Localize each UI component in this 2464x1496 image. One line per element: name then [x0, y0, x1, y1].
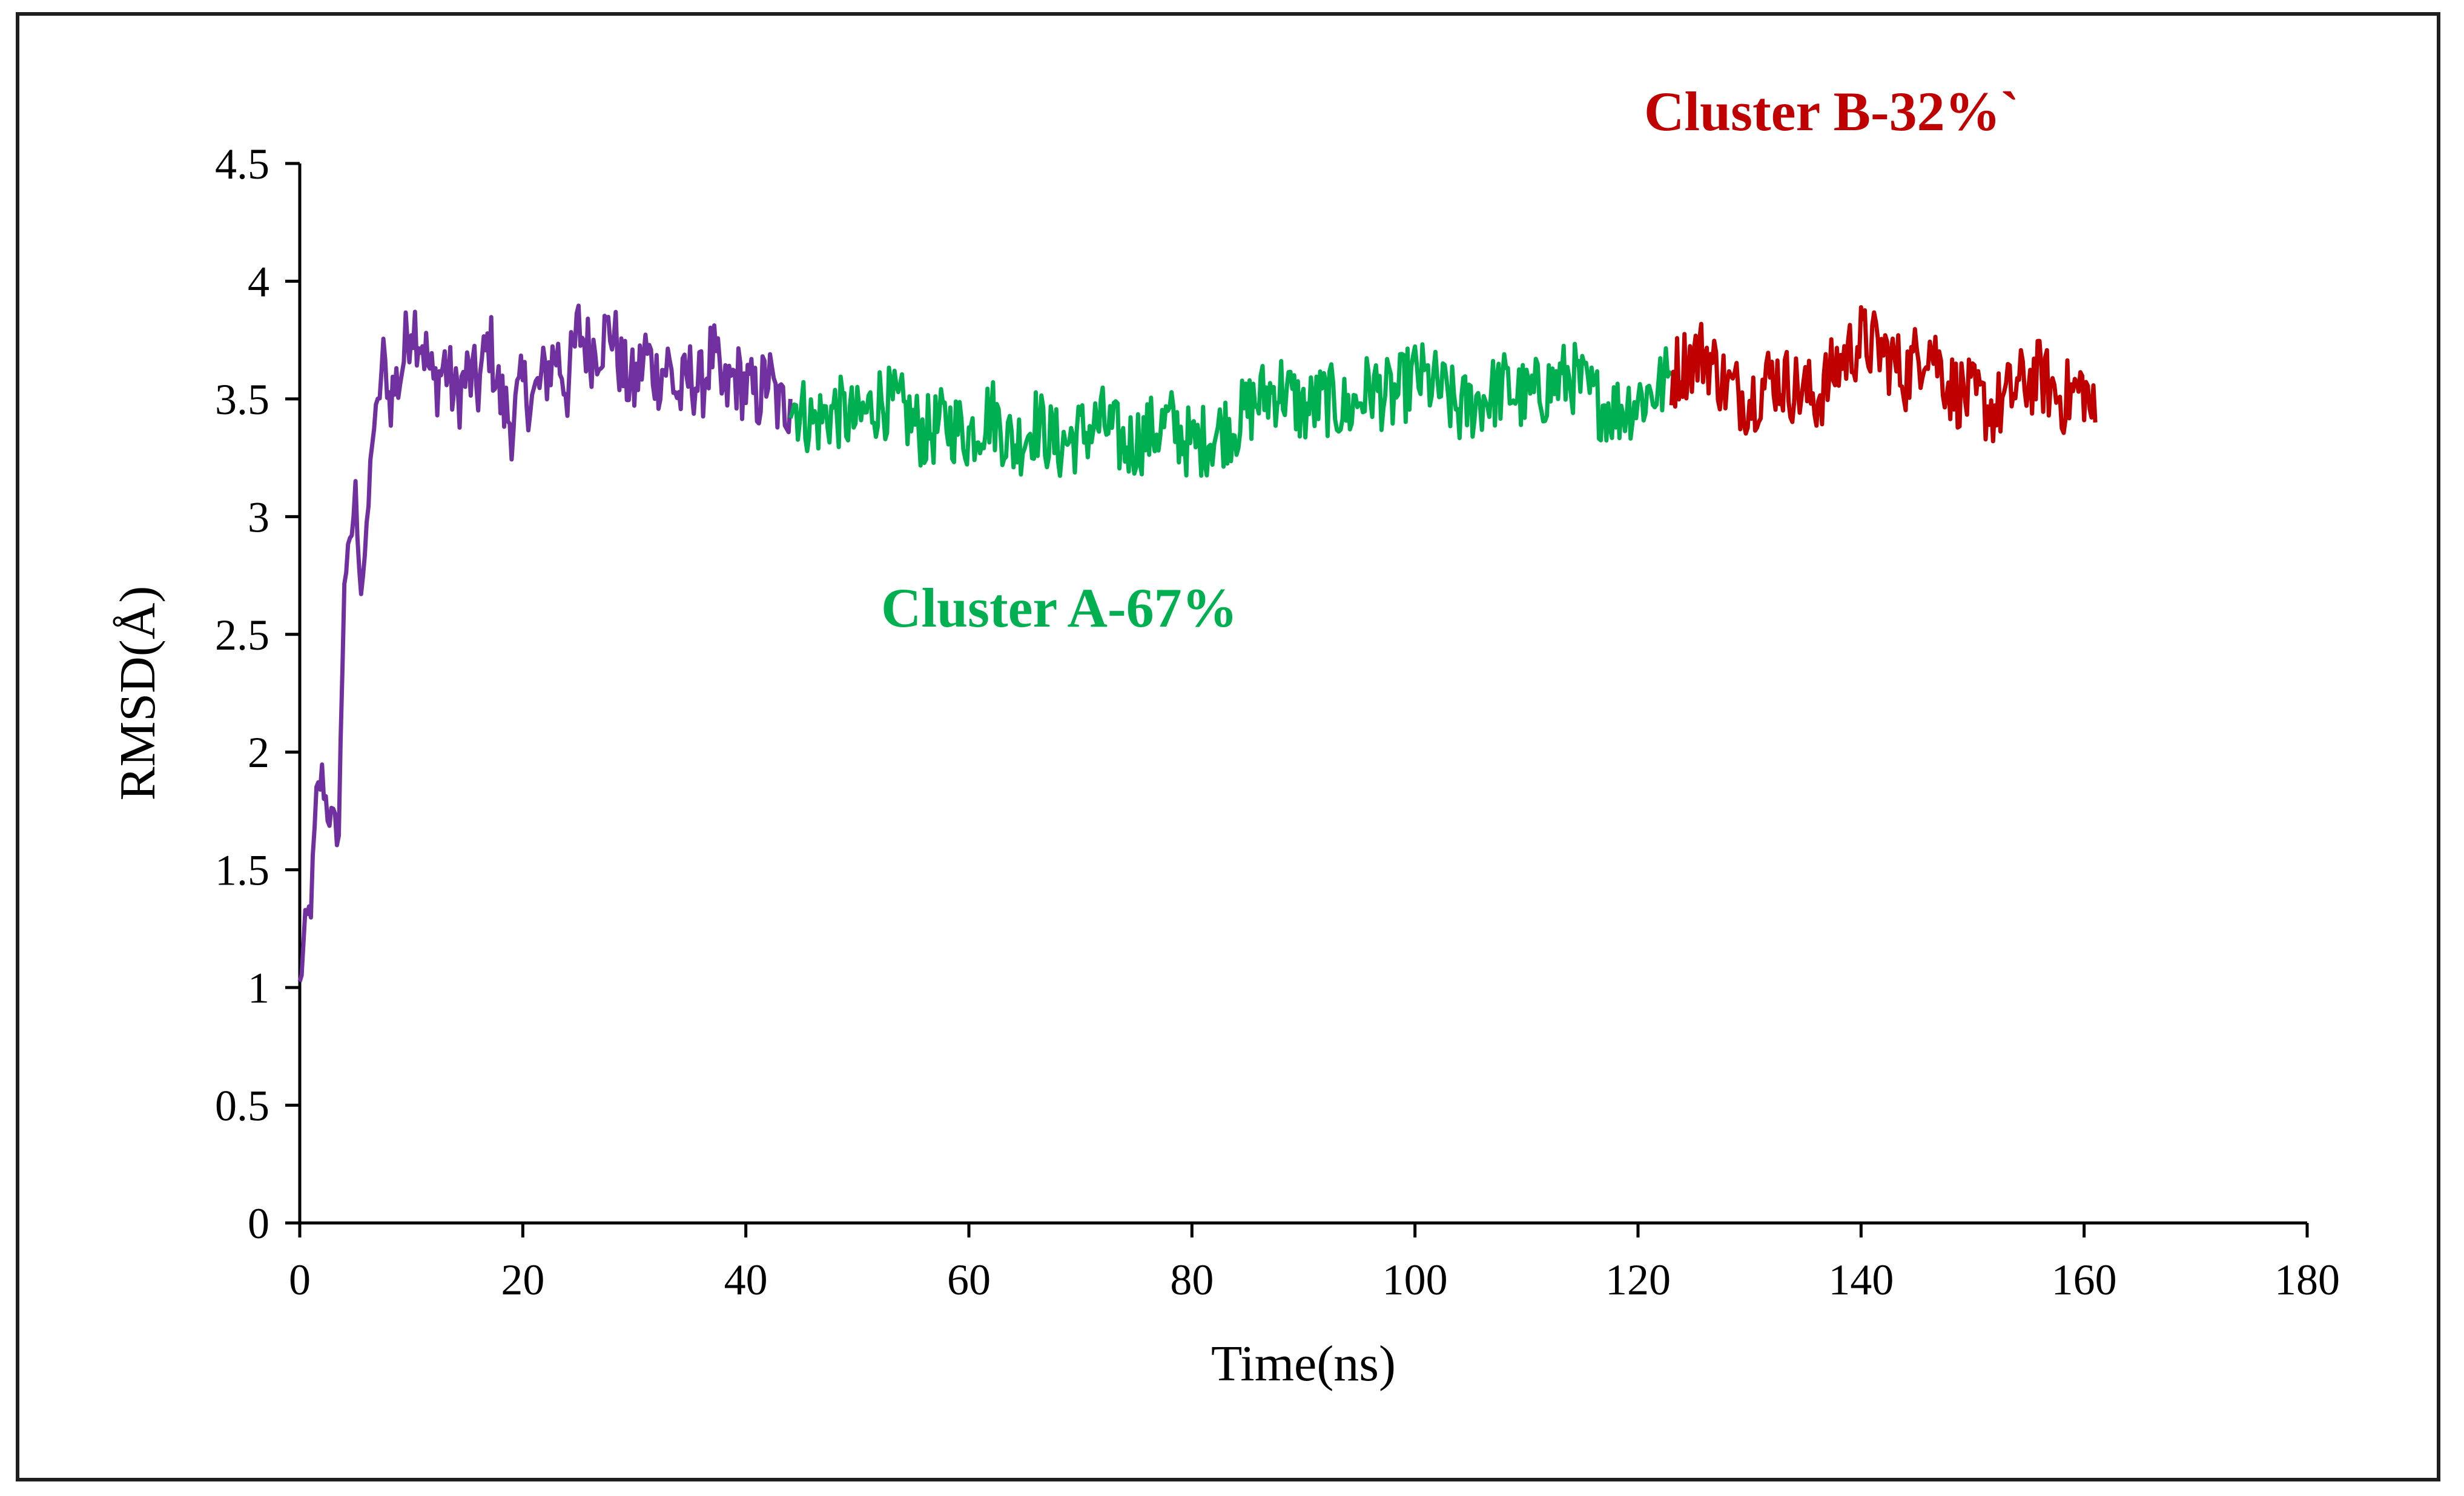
- x-tick-label: 40: [724, 1256, 768, 1304]
- x-tick-label: 140: [1828, 1256, 1894, 1304]
- y-tick-label: 0.5: [215, 1082, 269, 1130]
- x-axis-label: Time(ns): [1211, 1336, 1396, 1392]
- x-tick-label: 100: [1382, 1256, 1448, 1304]
- y-ticks: 0 0.5 1 1.5 2 2.5 3 3.5 4 4.5: [215, 140, 300, 1248]
- y-tick-label: 3: [248, 493, 269, 541]
- x-tick-label: 20: [501, 1256, 544, 1304]
- y-axis-label: RMSD(Å): [110, 586, 166, 801]
- series-line-1: [297, 303, 793, 983]
- x-tick-label: 80: [1170, 1256, 1214, 1304]
- y-tick-label: 1.5: [215, 846, 269, 895]
- y-tick-label: 0: [248, 1199, 269, 1248]
- series-layer: [297, 303, 2098, 983]
- y-tick-label: 2.5: [215, 611, 269, 659]
- y-tick-label: 4: [248, 257, 269, 306]
- x-tick-label: 180: [2274, 1256, 2340, 1304]
- y-tick-label: 3.5: [215, 375, 269, 424]
- x-ticks: 0 20 40 60 80 100 120 140 160 180: [289, 1223, 2340, 1304]
- chart-frame: [16, 12, 2440, 1481]
- axes: [298, 163, 2307, 1225]
- y-tick-label: 1: [248, 964, 269, 1012]
- cluster-a-annotation: Cluster A-67%: [881, 577, 1238, 639]
- y-tick-label: 2: [248, 728, 269, 777]
- x-tick-label: 120: [1605, 1256, 1671, 1304]
- series-line-3: [1669, 305, 2098, 444]
- series-line-2: [788, 341, 1674, 478]
- y-tick-label: 4.5: [215, 140, 269, 188]
- x-tick-label: 160: [2052, 1256, 2117, 1304]
- cluster-b-annotation: Cluster B-32%`: [1644, 81, 2019, 142]
- x-tick-label: 0: [289, 1256, 311, 1304]
- x-tick-label: 60: [947, 1256, 991, 1304]
